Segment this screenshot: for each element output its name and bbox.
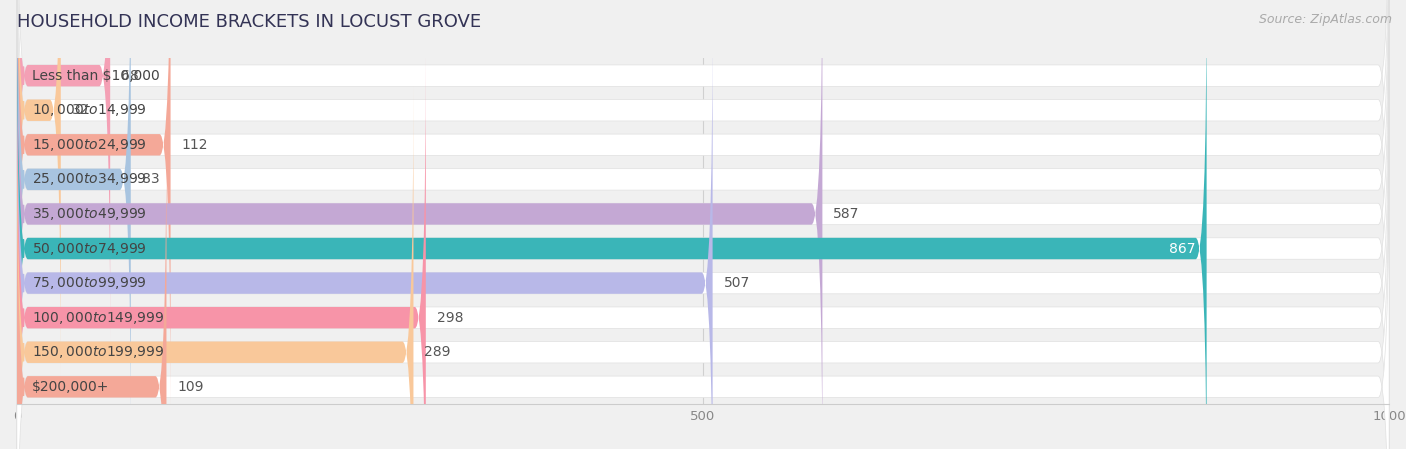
FancyBboxPatch shape <box>17 0 1389 411</box>
Text: 289: 289 <box>425 345 451 359</box>
Text: $10,000 to $14,999: $10,000 to $14,999 <box>32 102 148 118</box>
Text: 109: 109 <box>177 380 204 394</box>
FancyBboxPatch shape <box>17 0 1389 445</box>
FancyBboxPatch shape <box>17 0 60 376</box>
FancyBboxPatch shape <box>17 0 170 411</box>
FancyBboxPatch shape <box>17 17 1389 449</box>
FancyBboxPatch shape <box>17 52 426 449</box>
FancyBboxPatch shape <box>17 0 1389 449</box>
Text: 298: 298 <box>437 311 464 325</box>
Text: $200,000+: $200,000+ <box>32 380 110 394</box>
FancyBboxPatch shape <box>17 52 1389 449</box>
FancyBboxPatch shape <box>17 0 823 449</box>
FancyBboxPatch shape <box>17 0 131 445</box>
Text: 83: 83 <box>142 172 159 186</box>
Text: 587: 587 <box>834 207 859 221</box>
FancyBboxPatch shape <box>17 17 713 449</box>
FancyBboxPatch shape <box>17 0 1389 376</box>
FancyBboxPatch shape <box>17 0 1389 449</box>
Text: 867: 867 <box>1170 242 1195 255</box>
Text: Source: ZipAtlas.com: Source: ZipAtlas.com <box>1258 13 1392 26</box>
Text: 112: 112 <box>181 138 208 152</box>
FancyBboxPatch shape <box>17 86 1389 449</box>
Text: $50,000 to $74,999: $50,000 to $74,999 <box>32 241 148 256</box>
FancyBboxPatch shape <box>17 121 1389 449</box>
Text: $35,000 to $49,999: $35,000 to $49,999 <box>32 206 148 222</box>
FancyBboxPatch shape <box>17 0 110 342</box>
Text: $75,000 to $99,999: $75,000 to $99,999 <box>32 275 148 291</box>
Text: HOUSEHOLD INCOME BRACKETS IN LOCUST GROVE: HOUSEHOLD INCOME BRACKETS IN LOCUST GROV… <box>17 13 481 31</box>
Text: 32: 32 <box>72 103 89 117</box>
FancyBboxPatch shape <box>17 86 413 449</box>
Text: 68: 68 <box>121 69 139 83</box>
Text: $100,000 to $149,999: $100,000 to $149,999 <box>32 310 165 326</box>
Text: $150,000 to $199,999: $150,000 to $199,999 <box>32 344 165 360</box>
FancyBboxPatch shape <box>17 0 1389 342</box>
FancyBboxPatch shape <box>17 0 1206 449</box>
FancyBboxPatch shape <box>17 121 166 449</box>
Text: Less than $10,000: Less than $10,000 <box>32 69 160 83</box>
Text: $25,000 to $34,999: $25,000 to $34,999 <box>32 172 148 187</box>
Text: 507: 507 <box>724 276 749 290</box>
Text: $15,000 to $24,999: $15,000 to $24,999 <box>32 137 148 153</box>
